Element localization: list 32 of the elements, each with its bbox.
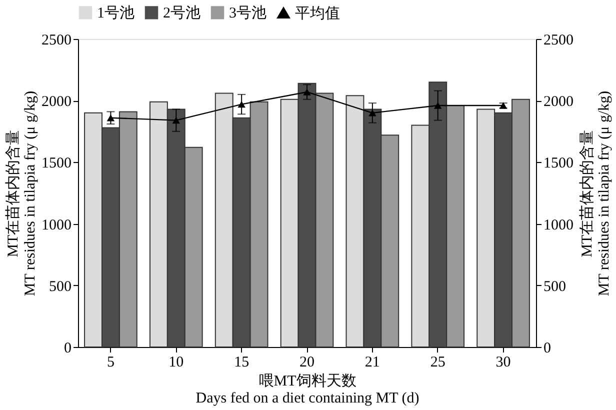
- legend-label: 3号池: [229, 4, 266, 22]
- y-tick-label: 1000: [42, 217, 72, 234]
- legend-label: 2号池: [163, 4, 200, 22]
- x-tick-label: 30: [496, 354, 511, 370]
- y2-tick-label: 2500: [544, 32, 574, 48]
- y-tick-label: 0: [64, 340, 72, 356]
- x-tick-label: 21: [364, 354, 380, 370]
- point: [106, 114, 115, 122]
- x-tick-label: 20: [300, 354, 314, 370]
- y-axis-title: MT在苗体内的含量 MT residues in tilapia fry (μ g/kg): [4, 90, 38, 296]
- point: [434, 102, 442, 109]
- y-tick-label: 1500: [42, 156, 72, 172]
- x-tick-label: 10: [168, 354, 184, 370]
- y-tick-label: 2500: [42, 32, 72, 48]
- y2-tick-label: 500: [544, 278, 566, 295]
- x-axis-title: 喂MT饲料天数 Days fed on a diet containing MT (d): [196, 372, 420, 406]
- y-tick-label: 2000: [42, 94, 72, 110]
- y2-axis-title: MT在苗体内的含量 MT residues in tilapia fry (μ g/kg): [578, 90, 612, 296]
- legend-label: 平均值: [295, 4, 340, 22]
- x-tick-label: 5: [106, 354, 114, 370]
- y2-tick-label: 1000: [544, 217, 574, 234]
- x-tick-label: 25: [430, 354, 446, 370]
- y-tick-label: 500: [49, 278, 72, 295]
- y2-tick-label: 1500: [544, 156, 574, 172]
- x-tick-label: 15: [234, 354, 250, 370]
- point: [303, 88, 311, 96]
- y2-tick-label: 2000: [544, 94, 574, 110]
- y2-tick-label: 0: [544, 340, 551, 356]
- point: [368, 110, 376, 116]
- point: [172, 116, 180, 124]
- legend-label: 1号池: [97, 4, 134, 22]
- point: [238, 100, 246, 108]
